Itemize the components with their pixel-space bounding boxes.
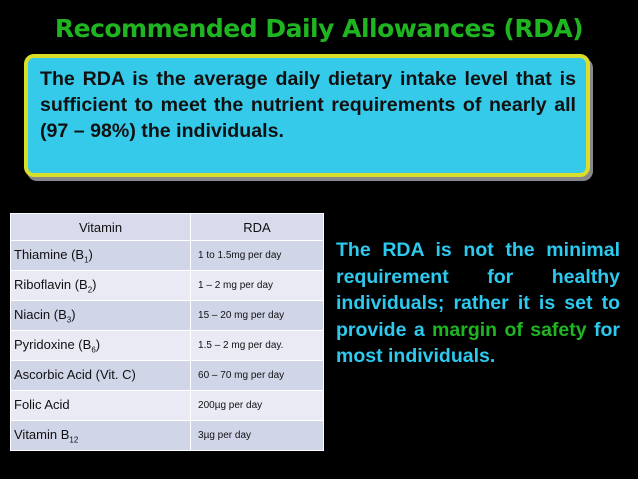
vitamin-subscript: 1 xyxy=(84,255,89,265)
rda-cell: 1 – 2 mg per day xyxy=(190,270,324,301)
vitamin-cell: Thiamine (B1) xyxy=(9,240,192,271)
vitamin-suffix: ) xyxy=(71,306,76,322)
vitamin-subscript: 2 xyxy=(87,285,93,295)
rda-table: Vitamin RDA Thiamine (B1) 1 to 1.5mg per… xyxy=(9,213,324,451)
vitamin-name: Riboflavin (B xyxy=(14,276,88,292)
vitamin-cell: Pyridoxine (B6) xyxy=(9,330,192,361)
vitamin-subscript: 3 xyxy=(66,315,72,325)
table-row: Niacin (B3) 15 – 20 mg per day xyxy=(9,300,324,331)
vitamin-suffix: ) xyxy=(88,246,93,262)
vitamin-name: Thiamine (B xyxy=(14,246,85,262)
vitamin-cell: Folic Acid xyxy=(9,390,192,421)
table-row: Vitamin B12 3µg per day xyxy=(9,420,324,451)
vitamin-name: Niacin (B xyxy=(14,306,67,322)
rda-cell: 15 – 20 mg per day xyxy=(190,300,324,331)
table-row: Thiamine (B1) 1 to 1.5mg per day xyxy=(9,240,324,271)
vitamin-cell: Vitamin B12 xyxy=(9,420,192,451)
slide-title: Recommended Daily Allowances (RDA) xyxy=(54,14,584,43)
header-rda: RDA xyxy=(190,213,324,241)
vitamin-subscript: 6 xyxy=(91,345,96,355)
rda-cell: 1 to 1.5mg per day xyxy=(190,240,324,271)
vitamin-cell: Niacin (B3) xyxy=(9,300,192,331)
vitamin-suffix: ) xyxy=(95,336,101,352)
note-text-end: for most individuals. xyxy=(336,318,620,368)
vitamin-name: Pyridoxine (B xyxy=(14,336,92,352)
rda-cell: 1.5 – 2 mg per day. xyxy=(190,330,324,361)
vitamin-name: Vitamin B xyxy=(14,426,70,442)
note-text-start: The RDA is not the minimal requirement f… xyxy=(336,239,620,341)
table-row: Pyridoxine (B6) 1.5 – 2 mg per day. xyxy=(9,330,324,361)
vitamin-suffix: ) xyxy=(92,276,97,292)
vitamin-name: Folic Acid xyxy=(14,396,70,412)
definition-text: The RDA is the average daily dietary int… xyxy=(40,68,576,142)
table-row: Folic Acid 200µg per day xyxy=(9,390,324,421)
vitamin-cell: Ascorbic Acid (Vit. C) xyxy=(9,360,192,391)
vitamin-cell: Riboflavin (B2) xyxy=(9,270,192,301)
table-row: Ascorbic Acid (Vit. C) 60 – 70 mg per da… xyxy=(9,360,324,391)
table-row: Riboflavin (B2) 1 – 2 mg per day xyxy=(9,270,324,301)
rda-cell: 60 – 70 mg per day xyxy=(190,360,324,391)
vitamin-name: Ascorbic Acid (Vit. C) xyxy=(14,366,136,382)
note-highlight: margin of safety xyxy=(432,318,587,341)
header-vitamin: Vitamin xyxy=(9,213,192,241)
vitamin-subscript: 12 xyxy=(69,435,79,445)
rda-note: The RDA is not the minimal requirement f… xyxy=(336,237,620,370)
rda-cell: 200µg per day xyxy=(190,390,324,421)
definition-box: The RDA is the average daily dietary int… xyxy=(24,54,590,177)
rda-cell: 3µg per day xyxy=(190,420,324,451)
table-header-row: Vitamin RDA xyxy=(9,213,324,241)
